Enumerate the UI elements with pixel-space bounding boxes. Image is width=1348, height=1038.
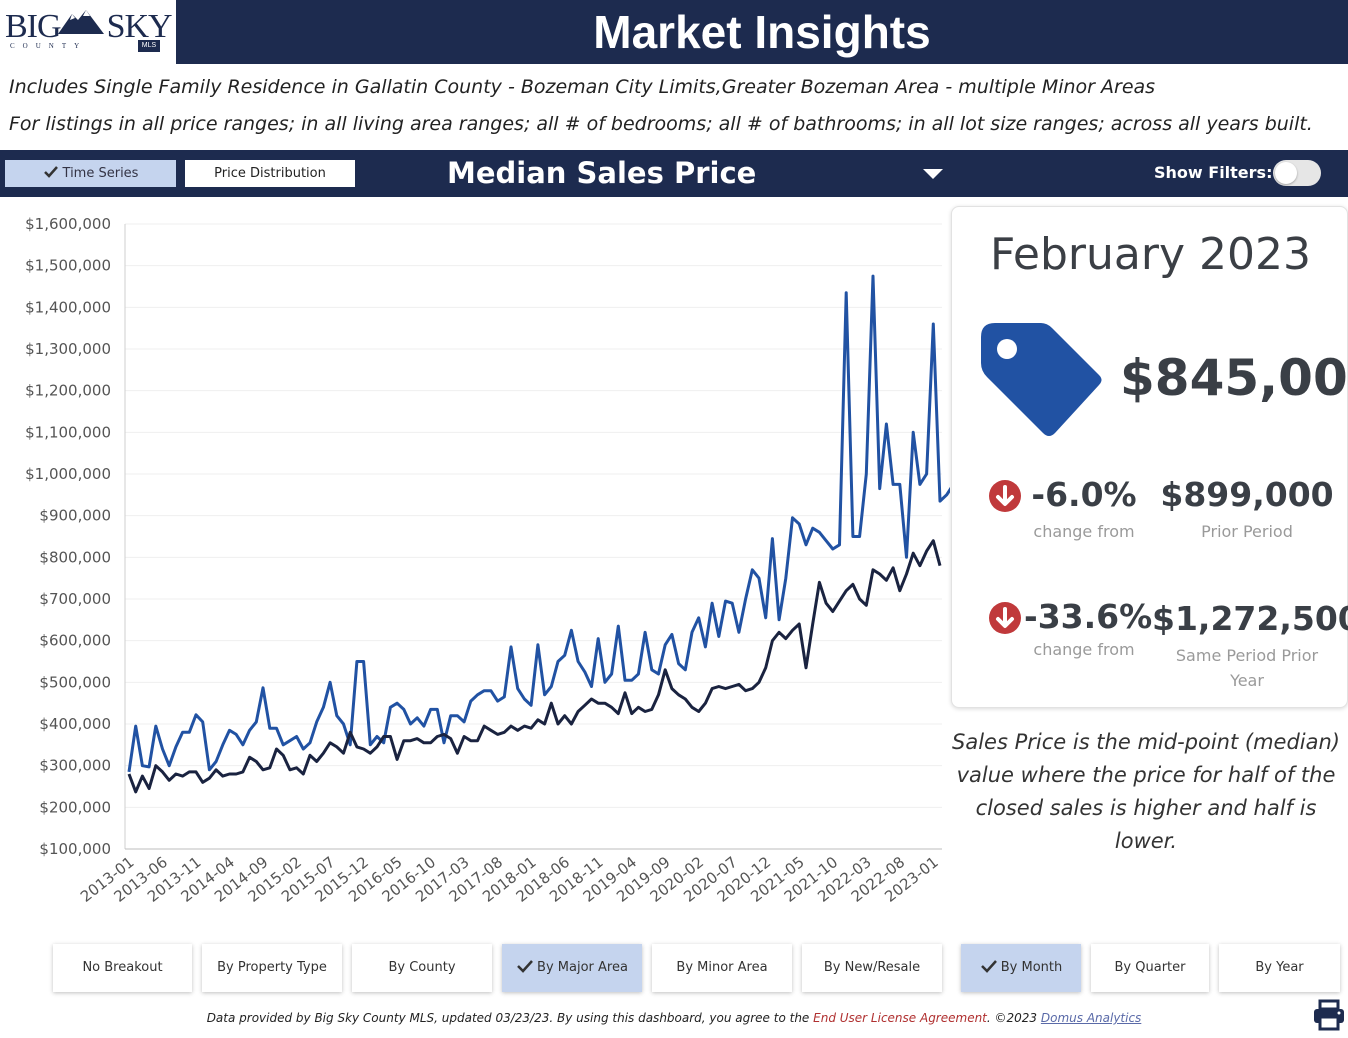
prior-year-label: Same Period Prior Year [1175,646,1319,690]
checkmark-icon [980,960,997,973]
y-tick-label: $1,200,000 [25,382,111,400]
kpi-period: February 2023 [990,229,1311,280]
y-tick-label: $900,000 [39,507,111,525]
y-tick-label: $1,100,000 [25,423,111,441]
y-tick-label: $400,000 [39,715,111,733]
footer-prefix: Data provided by Big Sky County MLS, upd… [206,1011,814,1025]
definition-note: Sales Price is the mid-point (median) va… [952,730,1340,853]
caret-down-icon [923,169,943,179]
by-county-button[interactable]: By County [352,944,492,992]
y-tick-label: $600,000 [39,632,111,650]
time-series-label: Time Series [62,166,139,181]
chart-gridlines [125,223,942,850]
by-minor-area-label: By Minor Area [676,960,768,975]
logo-mls-badge: MLS [138,40,160,52]
series-line-1[interactable] [127,274,950,773]
metric-dropdown-value: Median Sales Price [447,156,757,190]
by-quarter-button[interactable]: By Quarter [1091,944,1209,992]
by-new-resale-label: By New/Resale [823,960,921,975]
median-price-chart: $100,000 $200,000 $300,000 $400,000 $500,000… [25,215,950,906]
kpi-main-value: $845,000 [1120,349,1348,407]
y-tick-label: $1,300,000 [25,340,111,358]
show-filters-label: Show Filters: [1154,163,1273,182]
logo-subtitle: COUNTY [10,42,88,50]
y-tick-label: $300,000 [39,757,111,775]
change-pct-prior-year: -33.6% [1024,597,1153,636]
y-tick-label: $100,000 [39,840,111,858]
checkmark-icon [517,960,533,973]
change-from-label: change from [1033,640,1135,659]
y-tick-label: $200,000 [39,798,111,816]
by-quarter-label: By Quarter [1114,960,1186,975]
chart-series [127,274,950,794]
arrow-down-circle-icon [989,602,1021,634]
y-tick-label: $1,500,000 [25,257,111,275]
kpi-card: February 2023 $845,000 -6.0% change from… [951,206,1348,708]
price-tag-icon [981,323,1102,436]
big-sky-logo: BIG SKY COUNTY MLS [0,0,176,64]
y-tick-label: $500,000 [39,673,111,691]
footer-text: Data provided by Big Sky County MLS, upd… [0,1011,1348,1025]
by-new-resale-button[interactable]: By New/Resale [802,944,942,992]
show-filters-toggle[interactable] [1273,160,1321,186]
by-county-label: By County [388,960,456,975]
prior-period-value: $899,000 [1160,475,1334,514]
by-major-area-label: By Major Area [537,960,628,975]
no-breakout-label: No Breakout [82,960,163,975]
metric-dropdown[interactable]: Median Sales Price [437,150,957,197]
checkmark-icon [43,166,58,178]
time-series-button[interactable]: Time Series [5,160,176,187]
by-major-area-button[interactable]: By Major Area [502,944,642,992]
filter-summary-line1: Includes Single Family Residence in Gall… [9,76,1156,98]
mountain-icon [58,10,104,34]
toggle-knob [1275,162,1297,184]
no-breakout-button[interactable]: No Breakout [53,944,192,992]
y-axis-ticks: $100,000 $200,000 $300,000 $400,000 $500,000… [25,215,111,858]
by-year-label: By Year [1255,960,1304,975]
prior-period-label: Prior Period [1201,522,1293,541]
series-line-2[interactable] [127,539,942,794]
eula-link[interactable]: End User License Agreement [813,1011,987,1025]
y-tick-label: $1,600,000 [25,215,111,233]
change-pct-prior-period: -6.0% [1031,475,1137,514]
domus-analytics-link[interactable]: Domus Analytics [1040,1011,1142,1025]
y-tick-label: $800,000 [39,548,111,566]
footer-middle: . ©2023 [986,1011,1041,1025]
y-tick-label: $1,400,000 [25,298,111,316]
by-month-button[interactable]: By Month [961,944,1081,992]
price-distribution-label: Price Distribution [214,166,326,181]
by-property-type-label: By Property Type [217,960,327,975]
page-title: Market Insights [593,6,931,58]
arrow-down-circle-icon [989,480,1021,512]
by-minor-area-button[interactable]: By Minor Area [652,944,792,992]
header-bar [0,0,1348,64]
by-property-type-button[interactable]: By Property Type [202,944,342,992]
x-axis-ticks: 2013-012013-062013-112014-042014-092015-… [77,853,942,906]
price-distribution-button[interactable]: Price Distribution [185,160,355,187]
printer-icon[interactable] [1312,998,1346,1032]
y-tick-label: $700,000 [39,590,111,608]
change-from-label: change from [1033,522,1135,541]
logo-wordmark: BIG SKY [5,8,173,45]
y-tick-label: $1,000,000 [25,465,111,483]
by-year-button[interactable]: By Year [1219,944,1340,992]
by-month-label: By Month [1000,960,1063,975]
prior-year-value: $1,272,500 [1152,599,1348,638]
filter-summary-line2: For listings in all price ranges; in all… [9,113,1313,135]
